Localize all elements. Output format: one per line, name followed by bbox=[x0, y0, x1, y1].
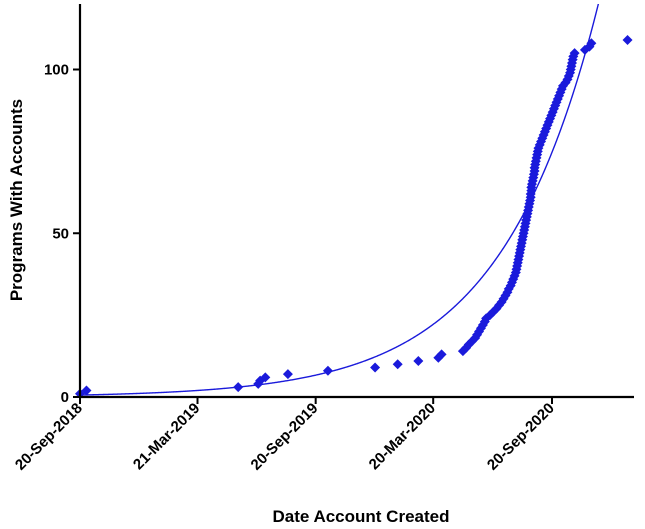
fit-curve bbox=[80, 4, 600, 396]
data-point bbox=[322, 365, 333, 376]
data-point bbox=[282, 369, 293, 380]
data-point bbox=[370, 362, 381, 373]
y-tick-label: 50 bbox=[52, 225, 69, 242]
x-tick-label: 21-Mar-2019 bbox=[130, 400, 203, 473]
data-point bbox=[569, 48, 580, 59]
data-point bbox=[260, 372, 271, 383]
x-tick-label: 20-Sep-2020 bbox=[484, 400, 558, 474]
data-point bbox=[81, 385, 92, 396]
y-tick-label: 0 bbox=[61, 389, 69, 406]
axes bbox=[78, 4, 634, 399]
data-point bbox=[392, 359, 403, 370]
data-point bbox=[233, 382, 244, 393]
x-tick-label: 20-Sep-2019 bbox=[248, 400, 322, 474]
y-tick-label: 100 bbox=[44, 62, 69, 79]
plot-area bbox=[75, 4, 633, 399]
data-point bbox=[413, 355, 424, 366]
x-tick-label: 20-Mar-2020 bbox=[366, 400, 439, 473]
y-axis-title: Programs With Accounts bbox=[7, 99, 26, 301]
x-axis-title: Date Account Created bbox=[273, 507, 450, 526]
data-point bbox=[436, 349, 447, 360]
data-point bbox=[586, 38, 597, 49]
ticks: 0 50 100 20-Sep-2018 21-Mar-2019 20-Sep-2019 2… bbox=[12, 62, 558, 474]
x-tick-label: 20-Sep-2018 bbox=[12, 400, 86, 474]
data-point bbox=[622, 35, 633, 46]
